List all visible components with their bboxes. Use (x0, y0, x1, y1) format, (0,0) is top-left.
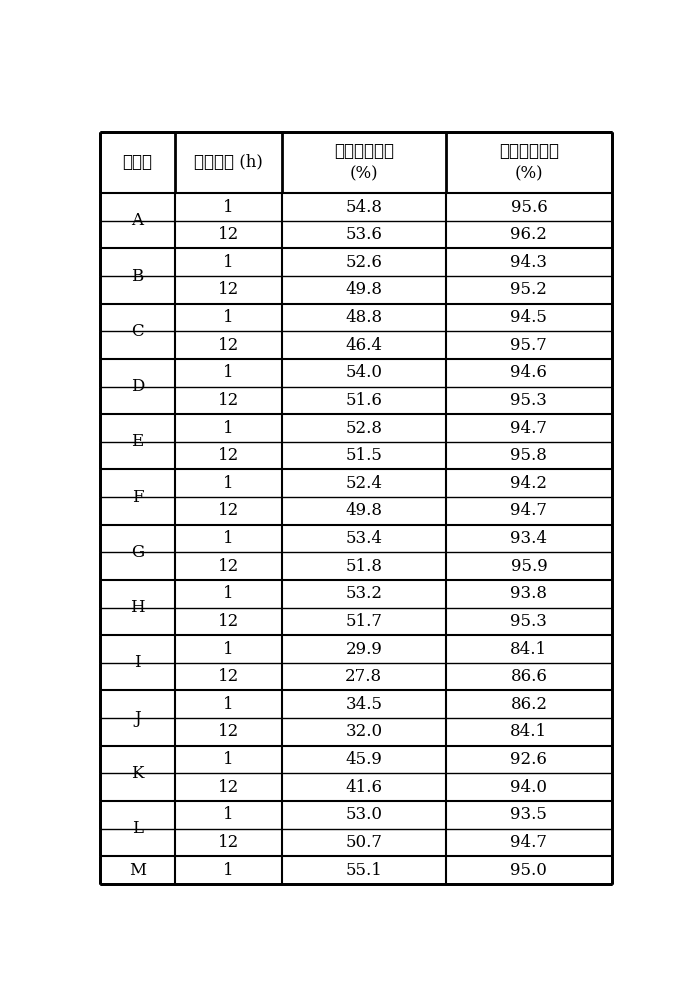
Text: 94.7: 94.7 (510, 834, 548, 851)
Text: 1: 1 (223, 420, 234, 437)
Text: 93.5: 93.5 (510, 806, 548, 823)
Text: A: A (131, 212, 143, 229)
Text: I: I (134, 654, 141, 671)
Text: F: F (131, 489, 143, 506)
Text: K: K (131, 765, 144, 782)
Text: 96.2: 96.2 (510, 226, 548, 243)
Text: 异丁烷转化率
(%): 异丁烷转化率 (%) (334, 143, 394, 182)
Text: 93.4: 93.4 (510, 530, 548, 547)
Text: 34.5: 34.5 (345, 696, 382, 713)
Text: 95.6: 95.6 (511, 199, 547, 216)
Text: 52.8: 52.8 (345, 420, 382, 437)
Text: 1: 1 (223, 309, 234, 326)
Text: 52.6: 52.6 (345, 254, 382, 271)
Text: 95.7: 95.7 (510, 337, 548, 354)
Text: 93.8: 93.8 (510, 585, 548, 602)
Text: 12: 12 (218, 779, 239, 796)
Text: 12: 12 (218, 337, 239, 354)
Text: 51.5: 51.5 (345, 447, 382, 464)
Text: C: C (131, 323, 144, 340)
Text: B: B (131, 268, 144, 285)
Text: 86.6: 86.6 (510, 668, 548, 685)
Text: 53.6: 53.6 (345, 226, 382, 243)
Text: 94.2: 94.2 (510, 475, 548, 492)
Text: 95.8: 95.8 (510, 447, 548, 464)
Text: D: D (131, 378, 144, 395)
Text: 1: 1 (223, 751, 234, 768)
Text: 84.1: 84.1 (510, 641, 548, 658)
Text: 95.3: 95.3 (510, 392, 548, 409)
Text: 12: 12 (218, 447, 239, 464)
Text: L: L (132, 820, 143, 837)
Text: 12: 12 (218, 668, 239, 685)
Text: 32.0: 32.0 (345, 723, 382, 740)
Text: 12: 12 (218, 613, 239, 630)
Text: 95.9: 95.9 (511, 558, 547, 575)
Text: 12: 12 (218, 281, 239, 298)
Text: 54.0: 54.0 (345, 364, 382, 381)
Text: 51.8: 51.8 (345, 558, 382, 575)
Text: 27.8: 27.8 (345, 668, 382, 685)
Text: 1: 1 (223, 641, 234, 658)
Text: 95.3: 95.3 (510, 613, 548, 630)
Text: 46.4: 46.4 (345, 337, 382, 354)
Text: 51.7: 51.7 (345, 613, 382, 630)
Text: 86.2: 86.2 (510, 696, 548, 713)
Text: 1: 1 (223, 475, 234, 492)
Text: 45.9: 45.9 (345, 751, 382, 768)
Text: 92.6: 92.6 (510, 751, 548, 768)
Text: 52.4: 52.4 (345, 475, 382, 492)
Text: 12: 12 (218, 502, 239, 519)
Text: 94.7: 94.7 (510, 420, 548, 437)
Text: 53.2: 53.2 (345, 585, 382, 602)
Text: 54.8: 54.8 (345, 199, 382, 216)
Text: 异丁烯选择性
(%): 异丁烯选择性 (%) (499, 143, 559, 182)
Text: 12: 12 (218, 558, 239, 575)
Text: 95.2: 95.2 (510, 281, 548, 298)
Text: 49.8: 49.8 (345, 281, 382, 298)
Text: 12: 12 (218, 392, 239, 409)
Text: J: J (134, 710, 141, 727)
Text: E: E (131, 433, 144, 450)
Text: 53.0: 53.0 (345, 806, 382, 823)
Text: M: M (129, 862, 146, 879)
Text: 94.7: 94.7 (510, 502, 548, 519)
Text: 1: 1 (223, 806, 234, 823)
Text: 48.8: 48.8 (345, 309, 382, 326)
Text: 1: 1 (223, 862, 234, 879)
Text: 1: 1 (223, 199, 234, 216)
Text: 41.6: 41.6 (345, 779, 382, 796)
Text: 94.6: 94.6 (510, 364, 548, 381)
Text: 49.8: 49.8 (345, 502, 382, 519)
Text: 94.3: 94.3 (510, 254, 548, 271)
Text: 1: 1 (223, 585, 234, 602)
Text: 反应时间 (h): 反应时间 (h) (194, 154, 263, 171)
Text: 12: 12 (218, 723, 239, 740)
Text: 94.0: 94.0 (510, 779, 548, 796)
Text: 1: 1 (223, 364, 234, 381)
Text: 催化剂: 催化剂 (122, 154, 152, 171)
Text: 12: 12 (218, 226, 239, 243)
Text: 51.6: 51.6 (345, 392, 382, 409)
Text: 29.9: 29.9 (345, 641, 382, 658)
Text: 50.7: 50.7 (345, 834, 382, 851)
Text: 1: 1 (223, 254, 234, 271)
Text: 12: 12 (218, 834, 239, 851)
Text: G: G (131, 544, 144, 561)
Text: H: H (130, 599, 145, 616)
Text: 95.0: 95.0 (510, 862, 548, 879)
Text: 1: 1 (223, 696, 234, 713)
Text: 94.5: 94.5 (510, 309, 548, 326)
Text: 55.1: 55.1 (345, 862, 382, 879)
Text: 53.4: 53.4 (345, 530, 382, 547)
Text: 1: 1 (223, 530, 234, 547)
Text: 84.1: 84.1 (510, 723, 548, 740)
